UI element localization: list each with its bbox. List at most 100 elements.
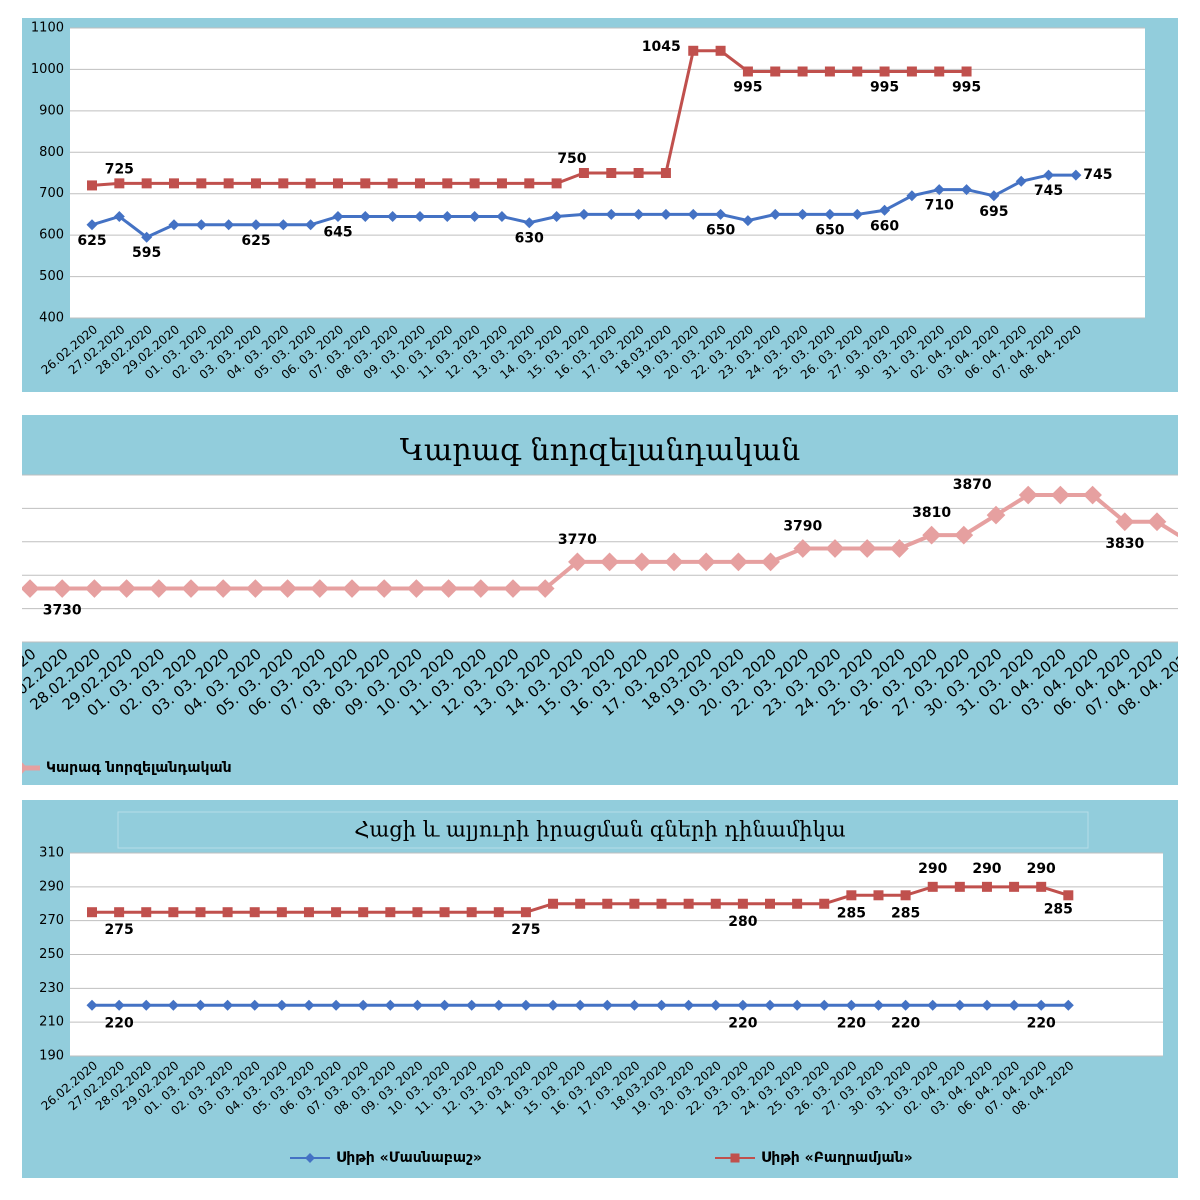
marker xyxy=(664,552,684,572)
marker xyxy=(927,881,938,892)
marker xyxy=(196,178,207,189)
marker xyxy=(601,999,613,1011)
marker xyxy=(793,539,813,558)
marker xyxy=(140,999,152,1011)
marker xyxy=(385,907,396,918)
marker xyxy=(710,999,722,1011)
marker xyxy=(439,907,450,918)
marker xyxy=(628,999,640,1011)
marker xyxy=(520,907,531,918)
marker xyxy=(769,208,781,220)
y-tick-label: 210 xyxy=(39,1015,64,1030)
marker xyxy=(687,208,699,220)
marker xyxy=(660,168,671,178)
marker xyxy=(1083,485,1102,505)
data-label: 285 xyxy=(837,905,866,921)
marker xyxy=(439,999,451,1011)
data-label: 220 xyxy=(105,1015,134,1031)
marker xyxy=(900,999,912,1011)
y-tick-label: 290 xyxy=(39,879,64,894)
marker xyxy=(846,890,857,901)
marker xyxy=(660,208,672,220)
legend-label: Կարագ նորզելանդական xyxy=(46,760,232,776)
marker xyxy=(496,211,508,222)
marker xyxy=(332,178,343,189)
marker xyxy=(825,539,845,558)
y-tick-label: 800 xyxy=(39,145,64,160)
marker xyxy=(824,66,835,77)
marker xyxy=(278,579,297,598)
data-label: 645 xyxy=(323,225,352,241)
marker xyxy=(879,204,891,216)
marker xyxy=(1051,485,1070,505)
marker xyxy=(688,45,699,56)
marker xyxy=(818,999,830,1011)
marker xyxy=(797,208,809,220)
marker xyxy=(578,168,589,178)
marker xyxy=(729,552,748,572)
marker xyxy=(414,178,425,189)
marker xyxy=(656,999,668,1011)
marker xyxy=(1018,485,1038,505)
y-tick-label: 900 xyxy=(39,103,64,118)
marker xyxy=(167,999,179,1011)
marker xyxy=(310,579,330,598)
marker xyxy=(411,999,423,1011)
marker xyxy=(278,178,289,189)
marker xyxy=(331,907,342,918)
marker xyxy=(194,999,206,1011)
title-box xyxy=(117,811,1089,849)
data-label: 995 xyxy=(870,80,899,96)
marker xyxy=(213,579,233,598)
marker xyxy=(303,907,314,918)
marker xyxy=(845,999,857,1011)
data-label: 630 xyxy=(515,231,544,247)
data-label: 695 xyxy=(979,204,1008,220)
marker xyxy=(922,525,941,545)
marker xyxy=(551,178,562,189)
y-tick-label: 500 xyxy=(39,269,64,284)
y-tick-label: 1000 xyxy=(31,62,64,77)
marker xyxy=(439,579,458,598)
marker xyxy=(414,211,426,222)
data-label: 290 xyxy=(1027,861,1056,877)
data-label: 3790 xyxy=(783,518,822,534)
chart-title: Կարագ նորզելանդական xyxy=(400,433,800,468)
marker xyxy=(114,178,125,189)
marker xyxy=(710,898,721,909)
data-label: 220 xyxy=(837,1015,866,1031)
data-label: 275 xyxy=(105,922,134,938)
marker xyxy=(305,1153,315,1163)
marker xyxy=(683,999,695,1011)
marker xyxy=(551,211,563,222)
marker xyxy=(1036,881,1047,892)
marker xyxy=(86,999,98,1011)
marker xyxy=(765,898,775,909)
data-label: 3830 xyxy=(1105,536,1144,552)
marker xyxy=(548,898,559,909)
marker xyxy=(632,552,652,572)
data-label: 280 xyxy=(728,914,757,930)
marker xyxy=(222,999,234,1011)
marker xyxy=(277,219,289,231)
data-label: 275 xyxy=(511,922,540,938)
marker xyxy=(770,66,781,77)
marker xyxy=(792,898,803,909)
marker xyxy=(742,66,753,77)
marker xyxy=(250,219,262,231)
y-tick-label: 700 xyxy=(39,186,64,201)
marker xyxy=(761,552,780,572)
marker xyxy=(961,66,972,77)
marker xyxy=(954,881,965,892)
marker xyxy=(442,178,453,189)
marker xyxy=(578,208,590,220)
data-label: 650 xyxy=(706,222,735,238)
marker xyxy=(87,180,97,191)
legend-label: Սիթի «Մասնաբաշ» xyxy=(336,1150,482,1166)
marker xyxy=(360,178,371,189)
marker xyxy=(547,999,559,1011)
plot-area xyxy=(22,475,1178,642)
marker xyxy=(496,178,507,189)
marker xyxy=(523,217,535,229)
data-label: 710 xyxy=(925,198,954,214)
